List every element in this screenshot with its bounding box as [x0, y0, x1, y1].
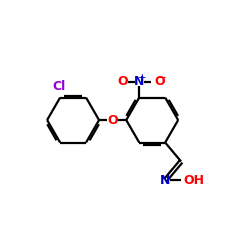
- Text: N: N: [160, 174, 170, 187]
- Text: +: +: [138, 72, 147, 83]
- Text: Cl: Cl: [52, 80, 66, 93]
- Text: O: O: [118, 75, 128, 88]
- Text: N: N: [134, 75, 144, 88]
- Text: −: −: [156, 70, 166, 84]
- Text: O: O: [107, 114, 118, 126]
- Text: OH: OH: [184, 174, 205, 187]
- Text: O: O: [154, 75, 165, 88]
